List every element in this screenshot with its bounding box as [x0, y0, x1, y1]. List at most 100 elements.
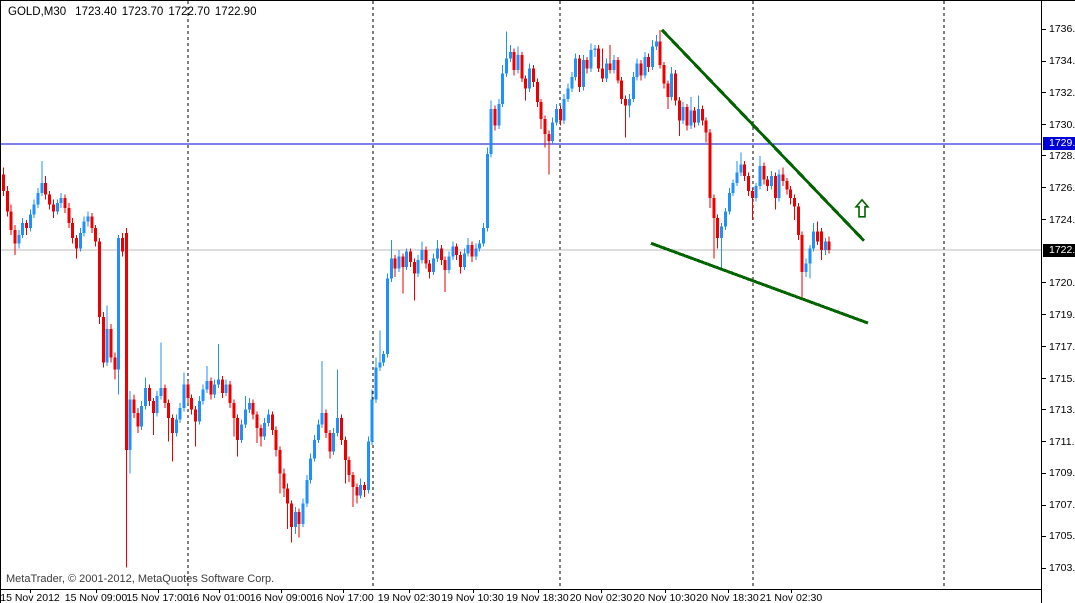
candle-bull — [174, 419, 178, 434]
candle-bear — [94, 228, 98, 242]
candle-bear — [48, 194, 52, 205]
lower-descending-trendline[interactable] — [650, 241, 869, 325]
candle-bear — [428, 263, 432, 272]
time-tick-label: 20 Nov 18:30 — [696, 592, 759, 603]
candle-bear — [470, 244, 474, 257]
up-arrow-icon[interactable] — [854, 198, 870, 218]
ohlc-high: 1723.70 — [121, 6, 164, 18]
candle-bear — [693, 110, 697, 123]
candle-bear — [458, 255, 462, 267]
time-axis[interactable]: 15 Nov 2012 15 Nov 09:00 15 Nov 17:00 16 No… — [0, 589, 1041, 603]
price-tick-mark — [1042, 60, 1046, 62]
candle-bear — [674, 73, 677, 101]
candle-bull — [313, 439, 317, 459]
candlestick-chart[interactable] — [1, 1, 1041, 589]
candle-bear — [109, 328, 113, 358]
candle-bear — [355, 486, 359, 496]
candle-bear — [147, 387, 151, 402]
upper-descending-trendline[interactable] — [660, 28, 866, 242]
candle-bear — [347, 460, 351, 476]
candle-bull — [366, 441, 370, 491]
candle-bull — [197, 401, 201, 422]
price-badge-1722.90: 1722.90 — [1043, 243, 1075, 257]
time-tick-mark — [342, 590, 344, 593]
time-tick-mark — [219, 590, 220, 593]
candle-bear — [67, 208, 71, 224]
candle-bull — [770, 176, 773, 187]
candle-bull — [566, 88, 570, 99]
candle-bear — [324, 412, 328, 434]
candle-bear — [393, 258, 397, 269]
price-tick-label: 1713.40 — [1049, 403, 1075, 416]
candle-bull — [332, 433, 336, 452]
candle-bull — [105, 328, 109, 363]
price-tick-label: 1720.95 — [1049, 276, 1075, 289]
candle-bull — [777, 174, 781, 198]
time-tick-label: 20 Nov 10:30 — [633, 592, 696, 603]
candle-bull — [28, 214, 32, 229]
candle-bull — [266, 414, 270, 424]
candle-bear — [704, 120, 708, 133]
candle-bear — [658, 41, 662, 66]
candle-bear — [132, 399, 136, 413]
candle-bear — [98, 241, 101, 318]
candle-bear — [13, 229, 17, 244]
candle-bear — [700, 108, 704, 121]
candle-bull — [508, 51, 512, 59]
symbol-period-label: GOLD,M30 — [8, 6, 67, 18]
candle-bear — [121, 238, 125, 252]
candle-bear — [773, 176, 777, 198]
candle-bear — [167, 402, 171, 418]
time-tick-label: 19 Nov 02:30 — [377, 592, 441, 603]
price-axis[interactable]: 1736.05 1734.15 1732.25 1730.35 1728.50 1726.… — [1041, 1, 1075, 603]
ohlc-open: 1723.40 — [75, 6, 117, 18]
candle-bear — [785, 181, 789, 190]
time-tick-mark — [791, 590, 792, 593]
candle-bull — [240, 424, 244, 440]
time-tick-mark — [281, 590, 282, 593]
candle-bear — [535, 82, 539, 103]
candle-bear — [716, 218, 720, 239]
candle-bull — [635, 63, 639, 77]
candle-bear — [424, 250, 428, 264]
candle-bear — [401, 256, 405, 267]
price-tick-mark — [1042, 535, 1046, 537]
candle-bear — [9, 211, 13, 230]
candle-bear — [190, 397, 194, 410]
candle-bull — [554, 108, 558, 123]
candle-bull — [224, 384, 228, 393]
candle-bear — [343, 439, 347, 460]
candle-bull — [689, 110, 693, 126]
candle-bear — [51, 204, 55, 212]
candle-bull — [416, 260, 420, 274]
candle-bull — [128, 399, 132, 450]
candle-bull — [466, 244, 470, 254]
candle-bear — [259, 428, 263, 437]
candle-bull — [735, 172, 739, 183]
price-tick-mark — [1042, 282, 1046, 284]
candle-bear — [186, 384, 190, 398]
candle-bear — [819, 231, 823, 250]
candle-bull — [389, 258, 393, 279]
price-tick-mark — [1042, 314, 1046, 316]
candle-bull — [643, 56, 647, 76]
candle-bull — [155, 396, 159, 413]
candle-bear — [455, 246, 459, 256]
price-tick-label: 1715.25 — [1049, 372, 1075, 385]
price-tick-label: 1717.15 — [1049, 340, 1075, 353]
time-tick-label: 15 Nov 17:00 — [126, 592, 189, 603]
price-tick-mark — [1042, 441, 1046, 443]
candle-bear — [439, 248, 443, 261]
candle-bull — [451, 246, 455, 257]
candle-bear — [339, 418, 343, 440]
candle-bear — [101, 317, 105, 363]
candle-bull — [670, 73, 674, 98]
candle-bull — [812, 231, 816, 249]
candle-bull — [505, 58, 509, 74]
candle-bear — [524, 78, 528, 89]
time-tick-label: 19 Nov 10:30 — [441, 592, 504, 603]
candle-bear — [531, 68, 535, 82]
candle-bull — [217, 379, 221, 385]
candle-bull — [627, 98, 631, 106]
candle-bear — [712, 197, 716, 219]
